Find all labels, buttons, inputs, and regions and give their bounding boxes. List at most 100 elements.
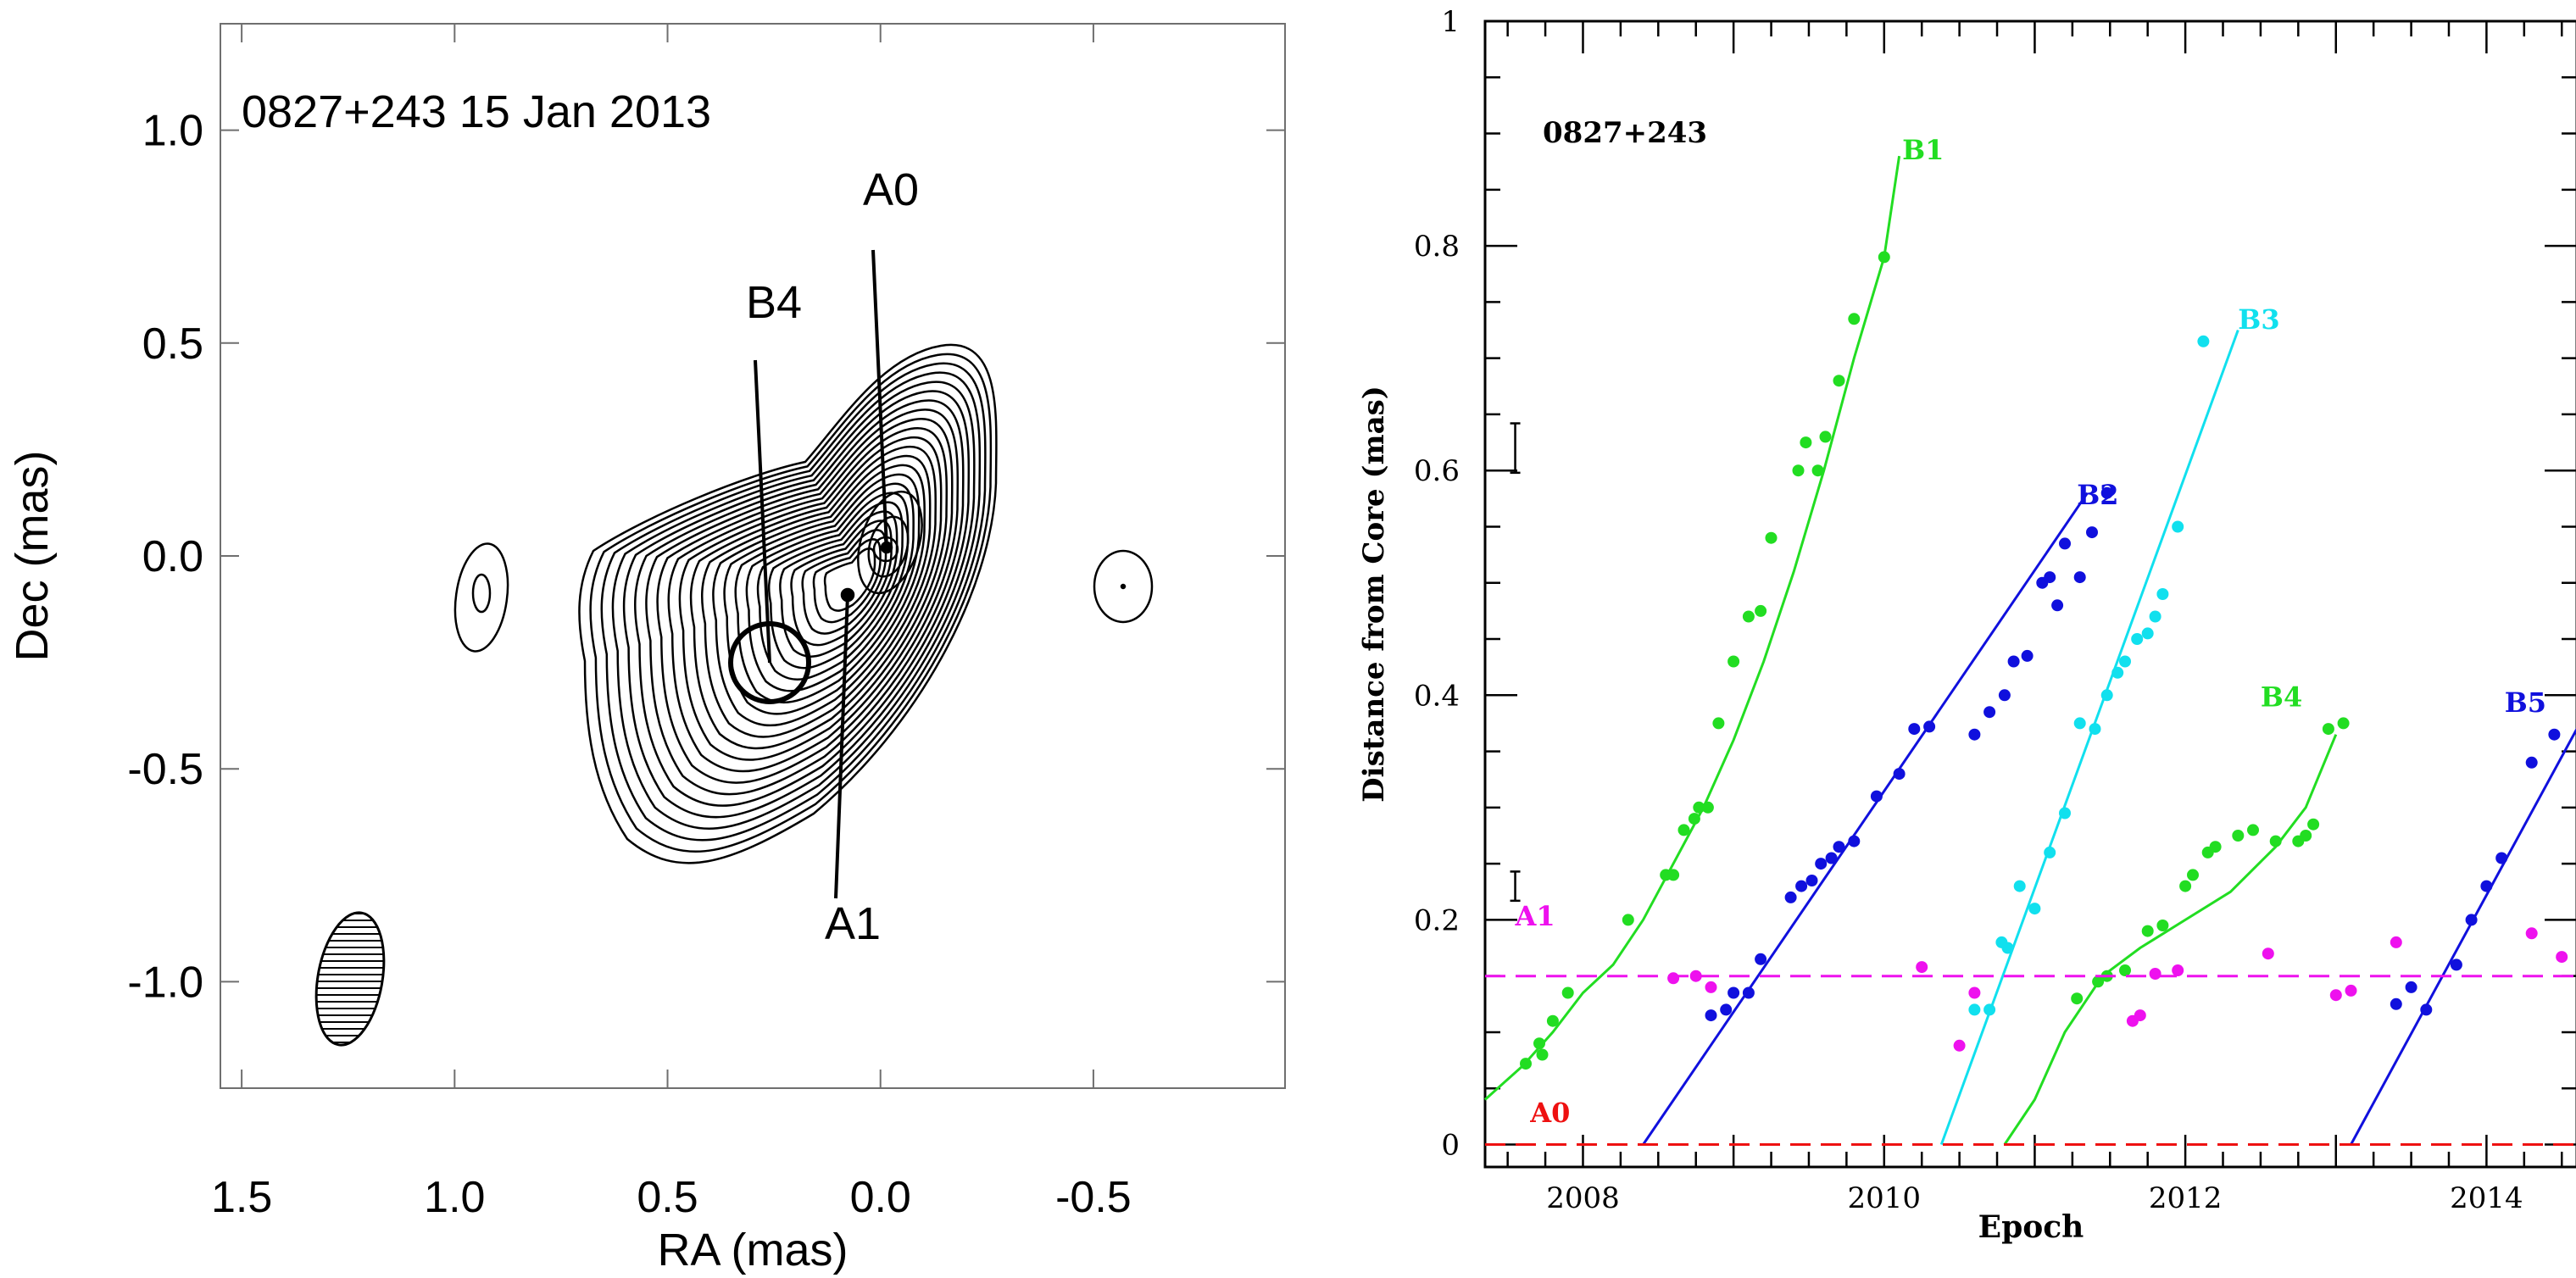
left-axis-ticks xyxy=(220,24,1285,1088)
data-point-b2 xyxy=(1795,880,1808,892)
data-point-b4 xyxy=(2269,835,2282,847)
data-point-b2 xyxy=(1998,689,2011,702)
data-point-b1 xyxy=(1622,914,1634,926)
data-point-b4 xyxy=(2300,830,2312,842)
data-point-b4 xyxy=(2337,717,2350,730)
data-point-b5 xyxy=(2390,997,2402,1010)
data-point-b2 xyxy=(2007,655,2020,668)
right-y-tick-label: 0.4 xyxy=(1414,679,1460,713)
beam-outline xyxy=(314,911,386,1047)
data-point-b2 xyxy=(1728,986,1740,999)
right-x-tick-label: 2014 xyxy=(2450,1181,2523,1215)
fit-line-b5 xyxy=(2350,728,2576,1146)
data-point-b3 xyxy=(2197,335,2210,347)
data-point-b4 xyxy=(2092,975,2105,988)
right-y-tick-label: 0.6 xyxy=(1414,454,1460,488)
data-point-b4 xyxy=(2179,880,2192,892)
fit-line-b4 xyxy=(2003,734,2338,1146)
data-point-a1 xyxy=(1968,986,1981,999)
data-point-b3 xyxy=(2028,903,2041,915)
right-y-tick-label: 0 xyxy=(1441,1128,1460,1162)
data-point-b1 xyxy=(1819,431,1832,443)
a0-pointer xyxy=(871,249,888,548)
data-point-a1 xyxy=(1689,970,1702,982)
contour-ring xyxy=(823,547,876,612)
data-point-b4 xyxy=(2119,964,2131,976)
contour-ring xyxy=(678,427,949,761)
data-point-b1 xyxy=(1792,464,1805,477)
right-y-tick-labels: 0 0.2 0.4 0.6 0.8 1 xyxy=(1414,5,1460,1162)
data-point-b1 xyxy=(1712,717,1725,730)
series-label-b1: B1 xyxy=(1902,134,1944,166)
data-point-b5 xyxy=(2548,728,2561,741)
data-point-b5 xyxy=(2450,958,2462,971)
contour-ring xyxy=(634,390,971,807)
data-point-b1 xyxy=(1520,1058,1532,1070)
data-point-b1 xyxy=(1677,824,1690,836)
data-point-b1 xyxy=(1533,1037,1545,1050)
data-point-b3 xyxy=(2131,633,2144,645)
data-point-b3 xyxy=(1983,1003,1996,1016)
data-point-b3 xyxy=(2013,880,2026,892)
left-x-tick-label: 1.0 xyxy=(424,1173,485,1222)
data-point-a1 xyxy=(1667,972,1680,985)
restoring-beam xyxy=(306,907,394,1050)
series-a0: A0 xyxy=(1485,1097,2576,1146)
data-point-b2 xyxy=(2086,526,2098,539)
data-point-b3 xyxy=(2141,627,2154,640)
series-b5: B5 xyxy=(2350,686,2576,1146)
data-point-b1 xyxy=(1701,801,1714,814)
data-point-b3 xyxy=(2044,846,2056,858)
series-label-b5: B5 xyxy=(2505,686,2546,719)
data-point-a1 xyxy=(2345,984,2357,997)
data-point-b1 xyxy=(1536,1048,1549,1061)
data-point-b3 xyxy=(1968,1003,1981,1016)
data-point-b2 xyxy=(2051,599,2064,612)
data-point-b1 xyxy=(1833,375,1845,387)
right-y-tick-label: 0.2 xyxy=(1414,903,1460,937)
data-point-b2 xyxy=(1968,728,1981,741)
data-point-b2 xyxy=(1825,852,1838,864)
right-x-tick-label: 2008 xyxy=(1546,1181,1620,1215)
contour-rings xyxy=(589,353,993,853)
contour-ring xyxy=(779,510,899,658)
core-ellipse-2 xyxy=(867,515,910,578)
contour-ring xyxy=(589,353,993,853)
data-point-b3 xyxy=(2100,689,2113,702)
left-x-tick-label: -0.5 xyxy=(1055,1173,1132,1222)
fit-line-b1 xyxy=(1483,155,1901,1101)
left-x-axis-label: RA (mas) xyxy=(657,1225,848,1275)
component-label-a1: A1 xyxy=(825,898,881,949)
contour-ring xyxy=(734,473,921,704)
right-axis-ticks xyxy=(1485,19,2576,1167)
data-point-b2 xyxy=(1908,723,1921,736)
data-point-b5 xyxy=(2495,852,2508,864)
right-island xyxy=(1093,549,1154,624)
data-point-a1 xyxy=(2172,964,2184,976)
data-point-b2 xyxy=(1805,875,1818,886)
component-label-a0: A0 xyxy=(863,164,919,215)
right-y-axis-label: Distance from Core (mas) xyxy=(1357,386,1391,803)
data-point-b4 xyxy=(2322,723,2334,736)
data-point-b4 xyxy=(2156,920,2169,931)
data-point-b2 xyxy=(1848,835,1861,847)
data-point-b3 xyxy=(2059,807,2071,820)
data-point-b2 xyxy=(1720,1003,1733,1016)
left-y-tick-label: -1.0 xyxy=(127,958,203,1007)
data-point-b2 xyxy=(1893,768,1906,781)
data-point-b1 xyxy=(1755,604,1767,617)
data-point-b1 xyxy=(1800,436,1812,449)
left-panel: 1.5 1.0 0.5 0.0 -0.5 1.0 0.5 0.0 -0.5 -1.0 RA (m… xyxy=(7,23,1286,1275)
data-point-b5 xyxy=(2465,914,2478,926)
right-x-axis-label: Epoch xyxy=(1978,1209,2084,1245)
data-point-a1 xyxy=(2525,927,2538,940)
contour-ring xyxy=(745,482,915,692)
data-point-b2 xyxy=(1815,858,1828,870)
left-plot-frame xyxy=(220,23,1286,1089)
series-b1: B1 xyxy=(1483,134,1944,1101)
data-point-b1 xyxy=(1848,313,1861,325)
data-point-b1 xyxy=(1688,813,1700,825)
data-point-b2 xyxy=(2044,571,2056,584)
data-point-b5 xyxy=(2525,756,2538,769)
